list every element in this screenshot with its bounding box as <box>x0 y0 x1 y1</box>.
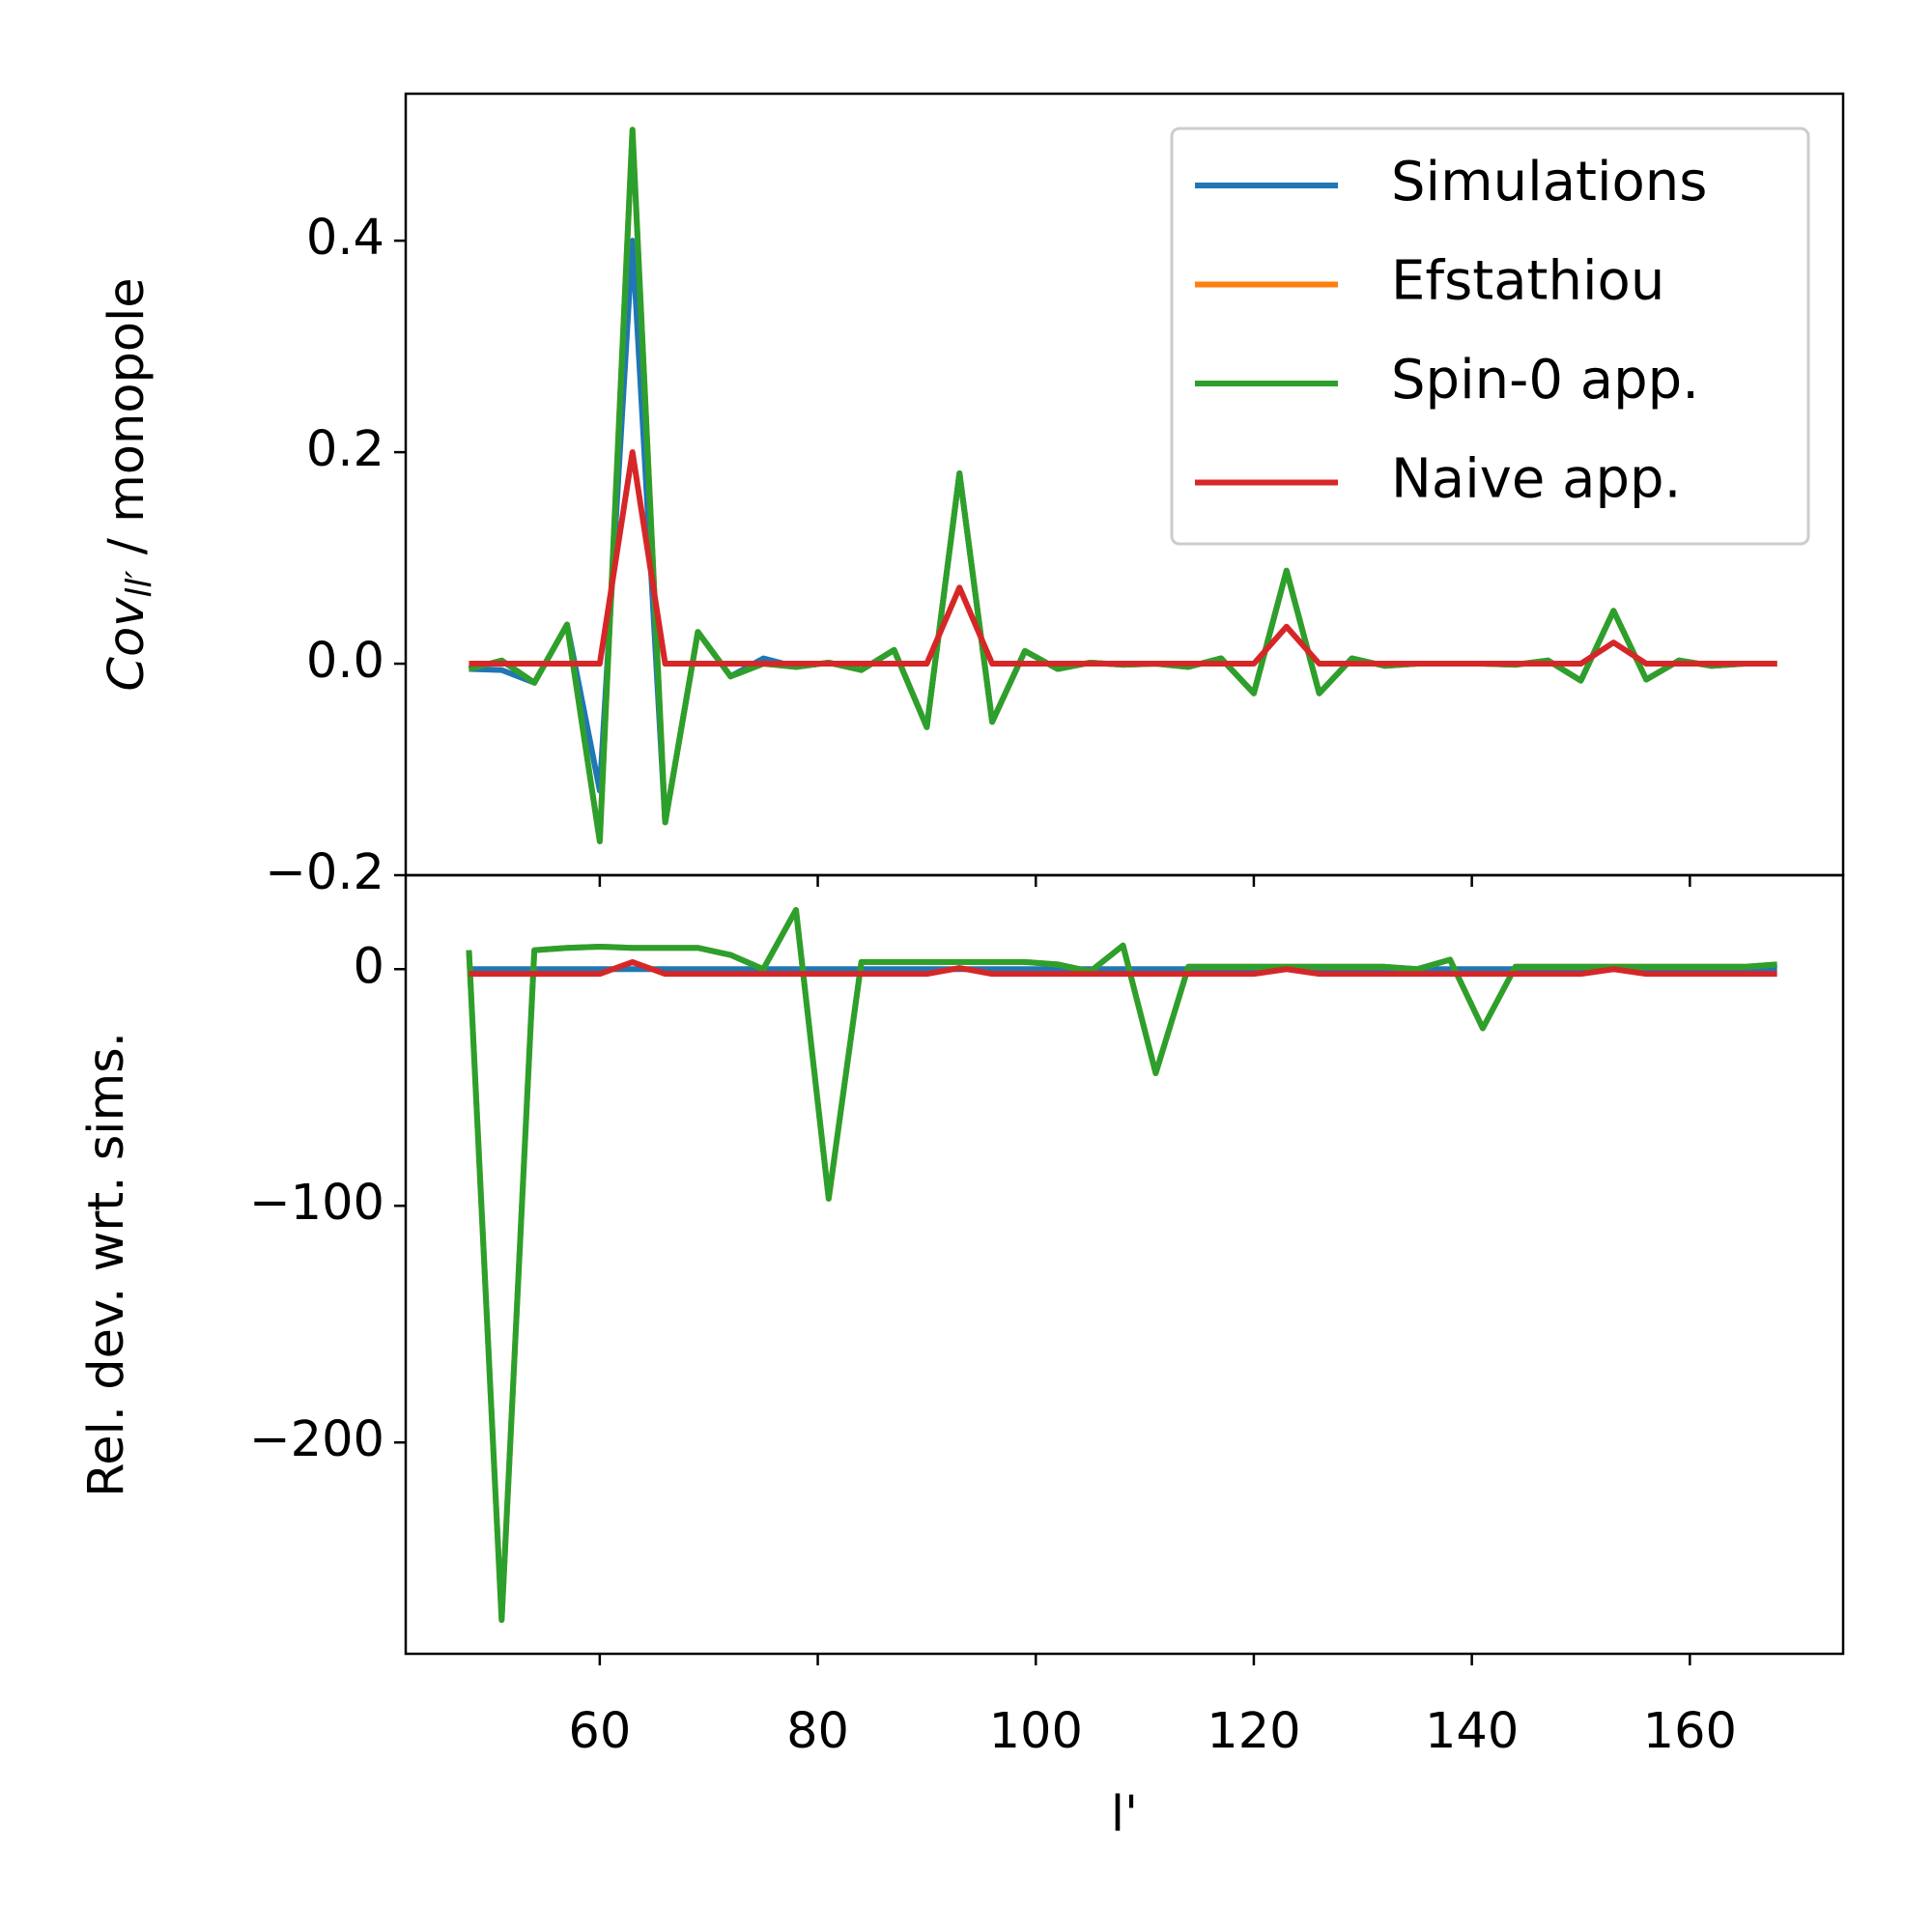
plot-area <box>466 907 1777 1623</box>
y-label-rest: / monopole <box>99 277 156 570</box>
x-tick-label: 100 <box>989 1703 1083 1760</box>
y-tick-label: 0.4 <box>306 210 384 267</box>
x-tick-label: 120 <box>1207 1703 1300 1760</box>
y-label-main: Cov <box>99 597 156 692</box>
y-tick-label: −100 <box>249 1175 384 1232</box>
y-axis-label: Rel. dev. wrt. sims. <box>78 1032 135 1497</box>
legend-label: Efstathiou <box>1391 250 1664 313</box>
legend-box <box>1170 127 1810 546</box>
series-line <box>469 449 1777 668</box>
y-axis-label: Covll′ / monopole <box>99 277 159 691</box>
y-label-sub: ll′ <box>120 570 159 597</box>
series-line <box>466 907 1777 1623</box>
legend-label: Naive app. <box>1391 448 1681 511</box>
axes-frame <box>404 873 1845 1656</box>
x-tick-label: 140 <box>1425 1703 1519 1760</box>
series-line <box>469 958 1777 978</box>
legend-label: Spin-0 app. <box>1391 349 1699 412</box>
plot-area <box>468 127 1777 844</box>
series-line <box>466 907 1777 1623</box>
x-tick-label: 80 <box>786 1703 849 1760</box>
y-tick-label: −0.2 <box>265 844 384 901</box>
legend-label: Simulations <box>1391 151 1707 213</box>
x-tick-label: 160 <box>1643 1703 1737 1760</box>
y-tick-label: 0.0 <box>306 633 384 690</box>
x-axis-label: l' <box>1111 1786 1138 1843</box>
y-tick-label: −200 <box>249 1411 384 1468</box>
y-tick-label: 0 <box>354 938 384 995</box>
y-tick-label: 0.2 <box>306 421 384 478</box>
x-tick-label: 60 <box>568 1703 631 1760</box>
